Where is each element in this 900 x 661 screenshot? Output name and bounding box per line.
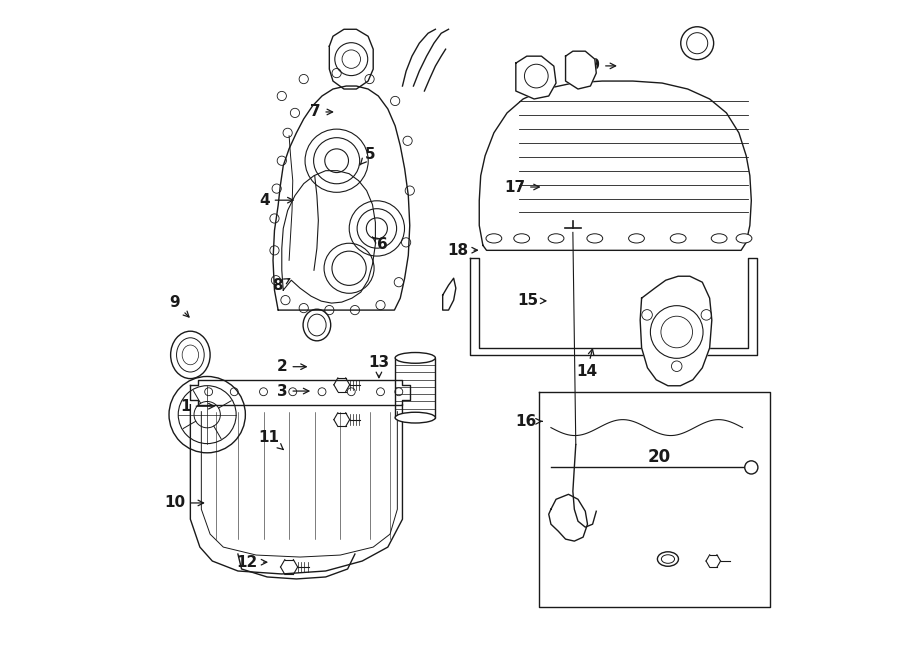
Ellipse shape [587,234,603,243]
Polygon shape [565,51,597,89]
Text: 2: 2 [277,359,306,374]
Ellipse shape [395,412,436,423]
Circle shape [744,461,758,474]
Text: 4: 4 [259,192,293,208]
Ellipse shape [548,234,564,243]
Text: 9: 9 [169,295,189,317]
Ellipse shape [486,234,502,243]
Ellipse shape [395,352,436,364]
Text: 12: 12 [237,555,266,570]
Text: 11: 11 [258,430,284,449]
Text: 14: 14 [576,349,598,379]
Bar [395,358,436,418]
Text: 10: 10 [165,496,203,510]
Text: 1: 1 [180,399,214,414]
Text: 8: 8 [272,278,290,293]
Ellipse shape [670,234,686,243]
Text: 6: 6 [373,237,388,253]
Text: 7: 7 [310,104,333,120]
Text: 15: 15 [518,293,546,309]
Text: 16: 16 [515,414,542,429]
Ellipse shape [736,234,752,243]
Text: 5: 5 [360,147,375,165]
Circle shape [680,26,714,59]
Polygon shape [516,56,556,99]
Polygon shape [480,81,752,251]
Polygon shape [640,276,712,386]
Text: 3: 3 [277,383,309,399]
Ellipse shape [514,234,529,243]
Ellipse shape [711,234,727,243]
Ellipse shape [628,234,644,243]
Text: 17: 17 [504,180,539,194]
Text: 13: 13 [368,354,390,377]
Text: 20: 20 [648,448,670,466]
Text: 18: 18 [447,243,477,258]
Ellipse shape [657,552,679,566]
Text: 19: 19 [579,58,616,73]
